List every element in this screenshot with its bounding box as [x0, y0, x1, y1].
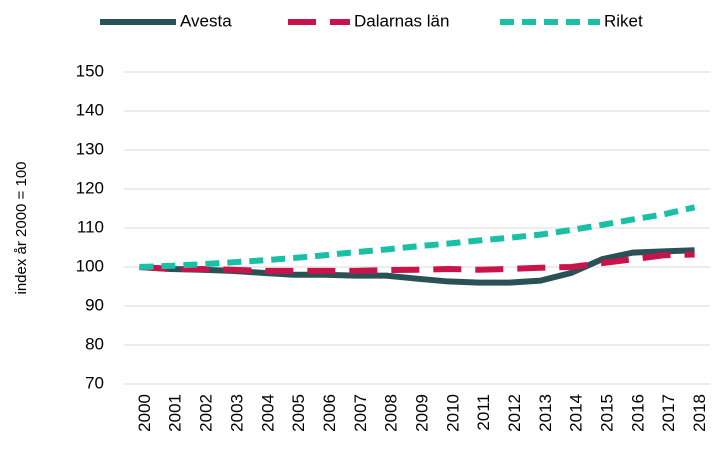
x-tick-label: 2001 — [166, 394, 185, 432]
x-tick-label: 2002 — [197, 394, 216, 432]
data-line — [139, 251, 695, 274]
x-tick-label: 2016 — [628, 394, 647, 432]
data-line — [139, 204, 696, 270]
x-tick-label: 2006 — [320, 394, 339, 432]
y-tick-label: 140 — [76, 100, 104, 119]
x-tick-label: 2003 — [227, 394, 246, 432]
x-tick-label: 2013 — [536, 394, 555, 432]
legend-label: Riket — [604, 11, 643, 30]
x-tick-label: 2017 — [659, 394, 678, 432]
legend-label: Avesta — [180, 11, 232, 30]
x-tick-label: 2005 — [289, 394, 308, 432]
y-tick-label: 70 — [85, 373, 104, 392]
x-tick-label: 2009 — [412, 394, 431, 432]
y-tick-label: 110 — [77, 217, 104, 236]
x-tick-label: 2015 — [598, 394, 617, 432]
x-tick-label: 2000 — [135, 394, 154, 432]
x-tick-label: 2004 — [258, 394, 277, 432]
legend-label: Dalarnas län — [354, 11, 449, 30]
data-line — [139, 247, 695, 286]
y-tick-label: 150 — [76, 61, 104, 80]
x-tick-label: 2008 — [382, 394, 401, 432]
y-tick-label: 90 — [85, 295, 104, 314]
x-tick-label: 2018 — [690, 394, 709, 432]
y-tick-label: 120 — [76, 178, 104, 197]
x-tick-label: 2011 — [474, 394, 493, 431]
y-tick-label: 80 — [85, 334, 104, 353]
y-axis-label: index år 2000 = 100 — [13, 161, 30, 294]
y-tick-label: 130 — [76, 139, 104, 158]
x-tick-label: 2012 — [505, 394, 524, 432]
x-tick-label: 2007 — [351, 394, 370, 432]
x-tick-label: 2014 — [567, 394, 586, 432]
x-tick-label: 2010 — [443, 394, 462, 432]
y-tick-label: 100 — [76, 256, 104, 275]
